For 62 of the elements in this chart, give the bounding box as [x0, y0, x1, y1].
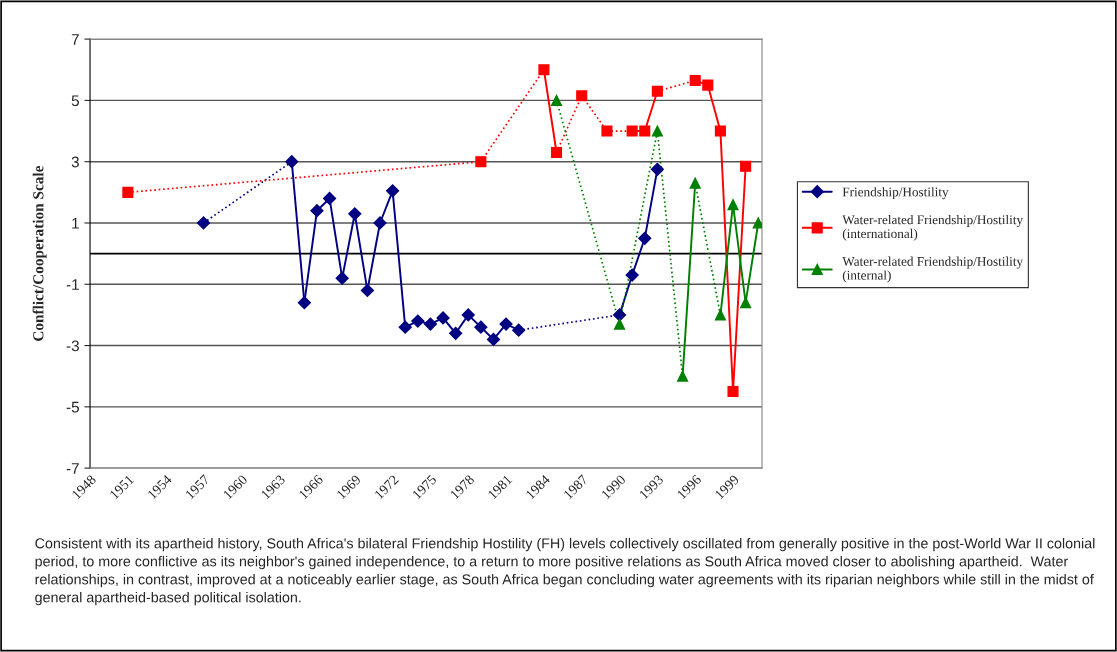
y-tick-label: 3	[71, 156, 79, 168]
point	[625, 268, 639, 282]
legend-label: Friendship/Hostility	[842, 187, 949, 200]
point	[436, 311, 450, 325]
point	[550, 94, 563, 106]
point	[752, 217, 763, 229]
y-tick-label: -7	[66, 463, 79, 474]
legend-label: Water-related Friendship/Hostility (international)	[842, 214, 1024, 241]
point	[373, 216, 387, 230]
point	[677, 370, 689, 382]
point	[639, 125, 651, 137]
point	[310, 204, 324, 218]
x-tick-label: 1951	[109, 474, 135, 500]
point	[740, 160, 752, 172]
point	[601, 125, 613, 137]
point	[423, 317, 438, 331]
point	[714, 125, 726, 137]
text: Consistent with its apartheid history, South Africa's bilateral Friendship Hostility (FH) levels collectively oscillated from generally positive in the post-World War II colonial period, to more conflictive as its neighbor's gained independence, to a return to more positive relations as South Africa moved closer to abolishing apartheid. Water relationships, in contrast, improved at a noticeably earlier stage, as South Africa began concluding water agreements with its riparian neighbors while still in the midst of general apartheid-based political isolation.	[35, 537, 1095, 606]
y-tick-label: -3	[66, 340, 79, 352]
point	[612, 308, 627, 322]
y-tick-label: 5	[71, 95, 79, 107]
point	[196, 216, 211, 230]
x-tick-label: 1981	[487, 474, 513, 500]
point	[449, 326, 463, 340]
point	[714, 309, 726, 321]
point	[727, 385, 739, 398]
point	[740, 297, 752, 309]
y-tick-label: 7	[71, 34, 79, 45]
point	[702, 79, 714, 91]
point	[411, 314, 425, 328]
point	[348, 207, 362, 221]
y-tick-label: -1	[66, 279, 79, 290]
point	[576, 90, 588, 102]
point	[512, 323, 526, 337]
point	[322, 191, 337, 206]
legend-label: Water-related Friendship/Hostility (internal)	[842, 256, 1024, 283]
point	[626, 125, 638, 137]
point	[689, 74, 701, 87]
point	[727, 199, 739, 211]
point	[651, 125, 663, 137]
point	[398, 320, 412, 334]
point	[638, 231, 652, 245]
point	[285, 155, 299, 169]
point	[461, 308, 475, 322]
point	[499, 317, 513, 331]
y-axis-title: Conflict/Cooperation Scale	[32, 165, 47, 341]
point	[122, 186, 134, 198]
point	[360, 283, 374, 297]
y-tick-label: 1	[72, 218, 79, 229]
point	[613, 318, 626, 330]
point	[651, 85, 663, 97]
point	[386, 184, 400, 198]
point	[650, 162, 664, 176]
point	[486, 332, 501, 347]
point	[335, 271, 349, 285]
point	[689, 177, 701, 189]
y-tick-label: -5	[66, 401, 79, 413]
point	[474, 320, 488, 334]
point	[297, 296, 311, 310]
point	[475, 156, 487, 168]
point	[550, 146, 563, 159]
point	[538, 64, 550, 76]
